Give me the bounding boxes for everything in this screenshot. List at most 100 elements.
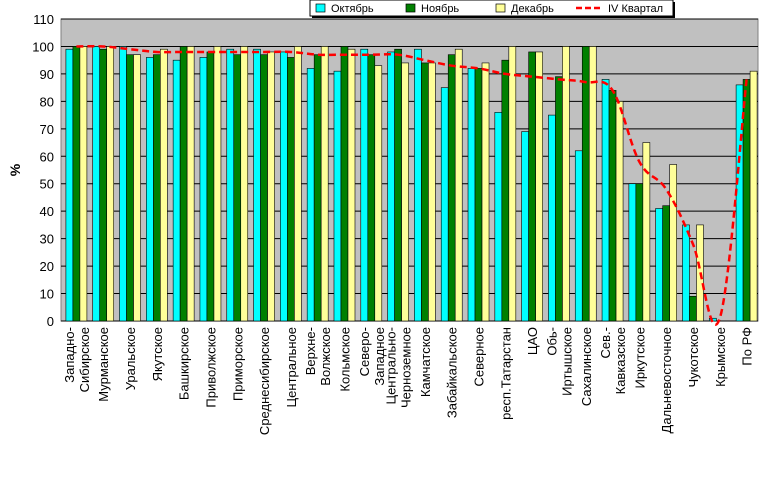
bar	[99, 48, 108, 322]
bar	[735, 84, 744, 322]
category-label: Крымское	[713, 327, 728, 387]
bar	[608, 90, 617, 322]
bar	[347, 48, 356, 322]
bar	[240, 46, 249, 322]
category-label: Уральское	[123, 327, 138, 390]
bar	[655, 208, 663, 322]
legend-label: Октябрь	[331, 3, 374, 15]
bar	[749, 70, 758, 322]
bar	[401, 62, 409, 322]
bar	[320, 46, 329, 322]
y-tick-label: 110	[33, 12, 54, 27]
bar	[508, 46, 517, 322]
bar	[260, 54, 268, 322]
category-label: Черноземное	[399, 327, 414, 408]
y-axis-label: %	[7, 163, 23, 176]
y-tick-label: 10	[40, 287, 54, 302]
bar	[287, 57, 295, 322]
legend-swatch	[495, 3, 506, 13]
category-label: Башкирское	[177, 327, 192, 400]
bar	[72, 46, 81, 322]
category-label: респ.Татарстан	[498, 327, 513, 420]
bar	[233, 54, 242, 322]
category-label: Дальневосточное	[659, 327, 674, 433]
category-label: Кольмское	[337, 327, 352, 392]
bar	[642, 142, 651, 322]
y-tick-label: 80	[40, 94, 54, 109]
category-label: ЦАО	[525, 327, 540, 355]
category-label: Приволжское	[203, 327, 218, 408]
bar	[179, 46, 188, 322]
category-label: Сибирское	[77, 327, 92, 392]
bar	[414, 48, 422, 322]
bar	[387, 51, 395, 322]
category-label: Центральное	[284, 327, 299, 407]
y-tick-label: 100	[32, 39, 54, 54]
legend-box	[309, 0, 674, 17]
bar	[280, 51, 288, 322]
bar	[535, 51, 543, 322]
category-label: Кавказское	[613, 327, 628, 394]
legend-swatch	[315, 3, 326, 13]
bar	[494, 112, 503, 322]
legend-label: IV Квартал	[608, 3, 663, 15]
bars	[65, 46, 758, 322]
bar	[440, 87, 449, 322]
category-label: Сахалинское	[579, 327, 594, 406]
legend-label: Ноябрь	[421, 3, 459, 15]
bar	[548, 114, 556, 322]
bar	[374, 65, 383, 322]
bar	[481, 62, 490, 322]
bar	[689, 295, 697, 322]
bar	[588, 46, 597, 322]
category-label: Чукотское	[686, 327, 701, 388]
bar	[213, 46, 222, 322]
bar	[206, 51, 215, 322]
category-label: Западно-	[62, 327, 77, 383]
bar	[669, 164, 677, 322]
legend: Октябрь Ноябрь Декабрь IV Квартал	[309, 0, 675, 18]
bar	[146, 57, 154, 322]
bar	[313, 54, 322, 322]
bar	[126, 54, 134, 322]
category-label: Якутское	[150, 327, 165, 381]
bar	[119, 46, 127, 322]
bar	[528, 51, 536, 322]
bar	[79, 46, 88, 322]
legend-label: Декабрь	[511, 3, 554, 15]
bar	[615, 101, 624, 322]
bar	[421, 62, 429, 322]
bar	[467, 68, 476, 322]
bar	[153, 54, 161, 322]
y-tick-label: 50	[40, 177, 54, 192]
y-tick-label: 40	[40, 204, 54, 219]
category-label: Забайкальское	[445, 327, 460, 418]
bar	[394, 48, 402, 322]
bar	[360, 48, 369, 322]
y-tick-label: 20	[40, 259, 54, 274]
bar	[306, 68, 315, 322]
bar	[160, 48, 168, 322]
category-label: Иртышское	[559, 327, 574, 396]
category-label: Западное	[372, 327, 387, 386]
legend-swatch	[405, 3, 416, 13]
category-label: Верхне-	[303, 327, 318, 375]
bar	[581, 46, 590, 322]
bar	[133, 54, 141, 322]
bar	[454, 48, 463, 322]
y-tick-label: 70	[40, 122, 54, 137]
y-tick-label: 90	[40, 67, 54, 82]
bar	[628, 183, 637, 322]
bar	[199, 57, 208, 322]
bar	[267, 51, 275, 322]
bar	[562, 46, 570, 322]
series-line	[76, 44, 748, 326]
bar	[226, 48, 235, 322]
category-label: Иркутское	[632, 327, 647, 389]
category-labels: Западно- Сибирское Мурманское Уральское Якут…	[62, 327, 755, 435]
bar	[92, 46, 101, 322]
y-axis-ticks: 0 10 20 30 40 50 60 70 80 90 100 110	[32, 12, 54, 329]
bar	[635, 183, 644, 322]
bar	[65, 48, 74, 322]
